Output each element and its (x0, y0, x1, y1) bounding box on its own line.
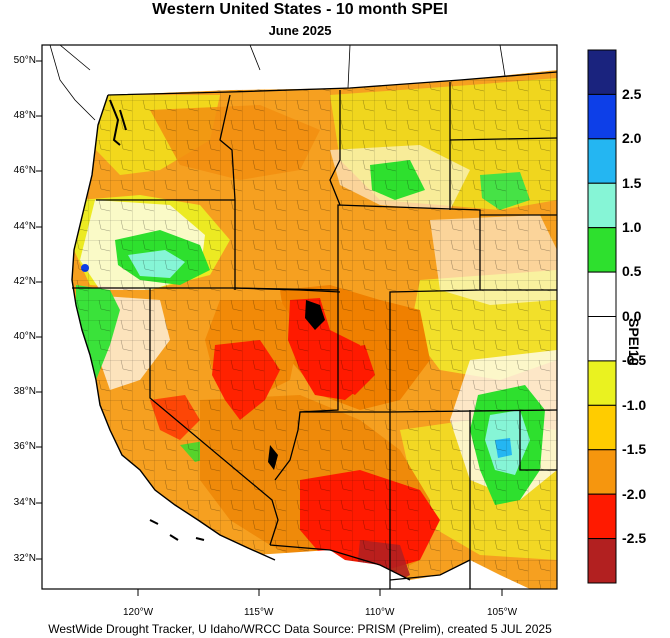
lat-ticks (36, 60, 42, 560)
lat-label: 34°N (13, 497, 36, 508)
colorbar-label: 1.0 (622, 219, 642, 235)
colorbar-bin (587, 360, 617, 406)
colorbar-label: 1.5 (622, 175, 642, 191)
map-canvas (42, 45, 557, 589)
lon-label: 110°W (365, 607, 395, 618)
colorbar-label: 0.0 (622, 308, 642, 324)
map-title: Western United States - 10 month SPEI (152, 1, 448, 18)
lat-label: 46°N (13, 165, 36, 176)
map-subtitle: June 2025 (268, 23, 332, 38)
colorbar-bin (587, 271, 617, 318)
colorbar-bin (587, 316, 617, 362)
lat-label: 36°N (13, 441, 36, 452)
colorbar-bin (587, 227, 617, 273)
canada-area (98, 45, 557, 95)
lat-label: 38°N (13, 386, 36, 397)
lon-label: 115°W (244, 607, 274, 618)
lat-label: 40°N (13, 331, 36, 342)
pacific-ocean (42, 45, 300, 589)
colorbar-bin (587, 138, 617, 184)
data-credit: WestWide Drought Tracker, U Idaho/WRCC D… (48, 622, 552, 636)
colorbar-bin (587, 538, 617, 584)
colorbar-label: 2.0 (622, 130, 642, 146)
lat-label: 32°N (13, 553, 36, 564)
colorbar-bin (587, 93, 617, 140)
lat-label: 50°N (13, 55, 36, 66)
colorbar-label: -2.0 (622, 486, 647, 502)
colorbar-label: -2.5 (622, 530, 647, 546)
colorbar-bin (587, 182, 617, 229)
map-frame (41, 44, 558, 590)
colorbar-bin (587, 404, 617, 451)
colorbar-bin (587, 449, 617, 495)
lat-label: 44°N (13, 221, 36, 232)
lon-ticks (137, 589, 503, 596)
colorbar-title: SPEI10 (626, 318, 642, 366)
colorbar-bin (587, 493, 617, 540)
lat-label: 42°N (13, 276, 36, 287)
lon-label: 105°W (487, 607, 518, 618)
colorbar-label: 2.5 (622, 86, 642, 102)
lat-label: 48°N (13, 110, 36, 121)
colorbar-label: 0.5 (622, 263, 642, 279)
colorbar-label: -1.5 (622, 441, 647, 457)
colorbar-label: -0.5 (622, 352, 647, 368)
colorbar (587, 49, 617, 584)
lon-label: 120°W (123, 607, 154, 618)
colorbar-label: -1.0 (622, 397, 647, 413)
state-boundaries (72, 71, 557, 589)
colorbar-bin (587, 49, 617, 95)
mexico-area (255, 550, 530, 589)
